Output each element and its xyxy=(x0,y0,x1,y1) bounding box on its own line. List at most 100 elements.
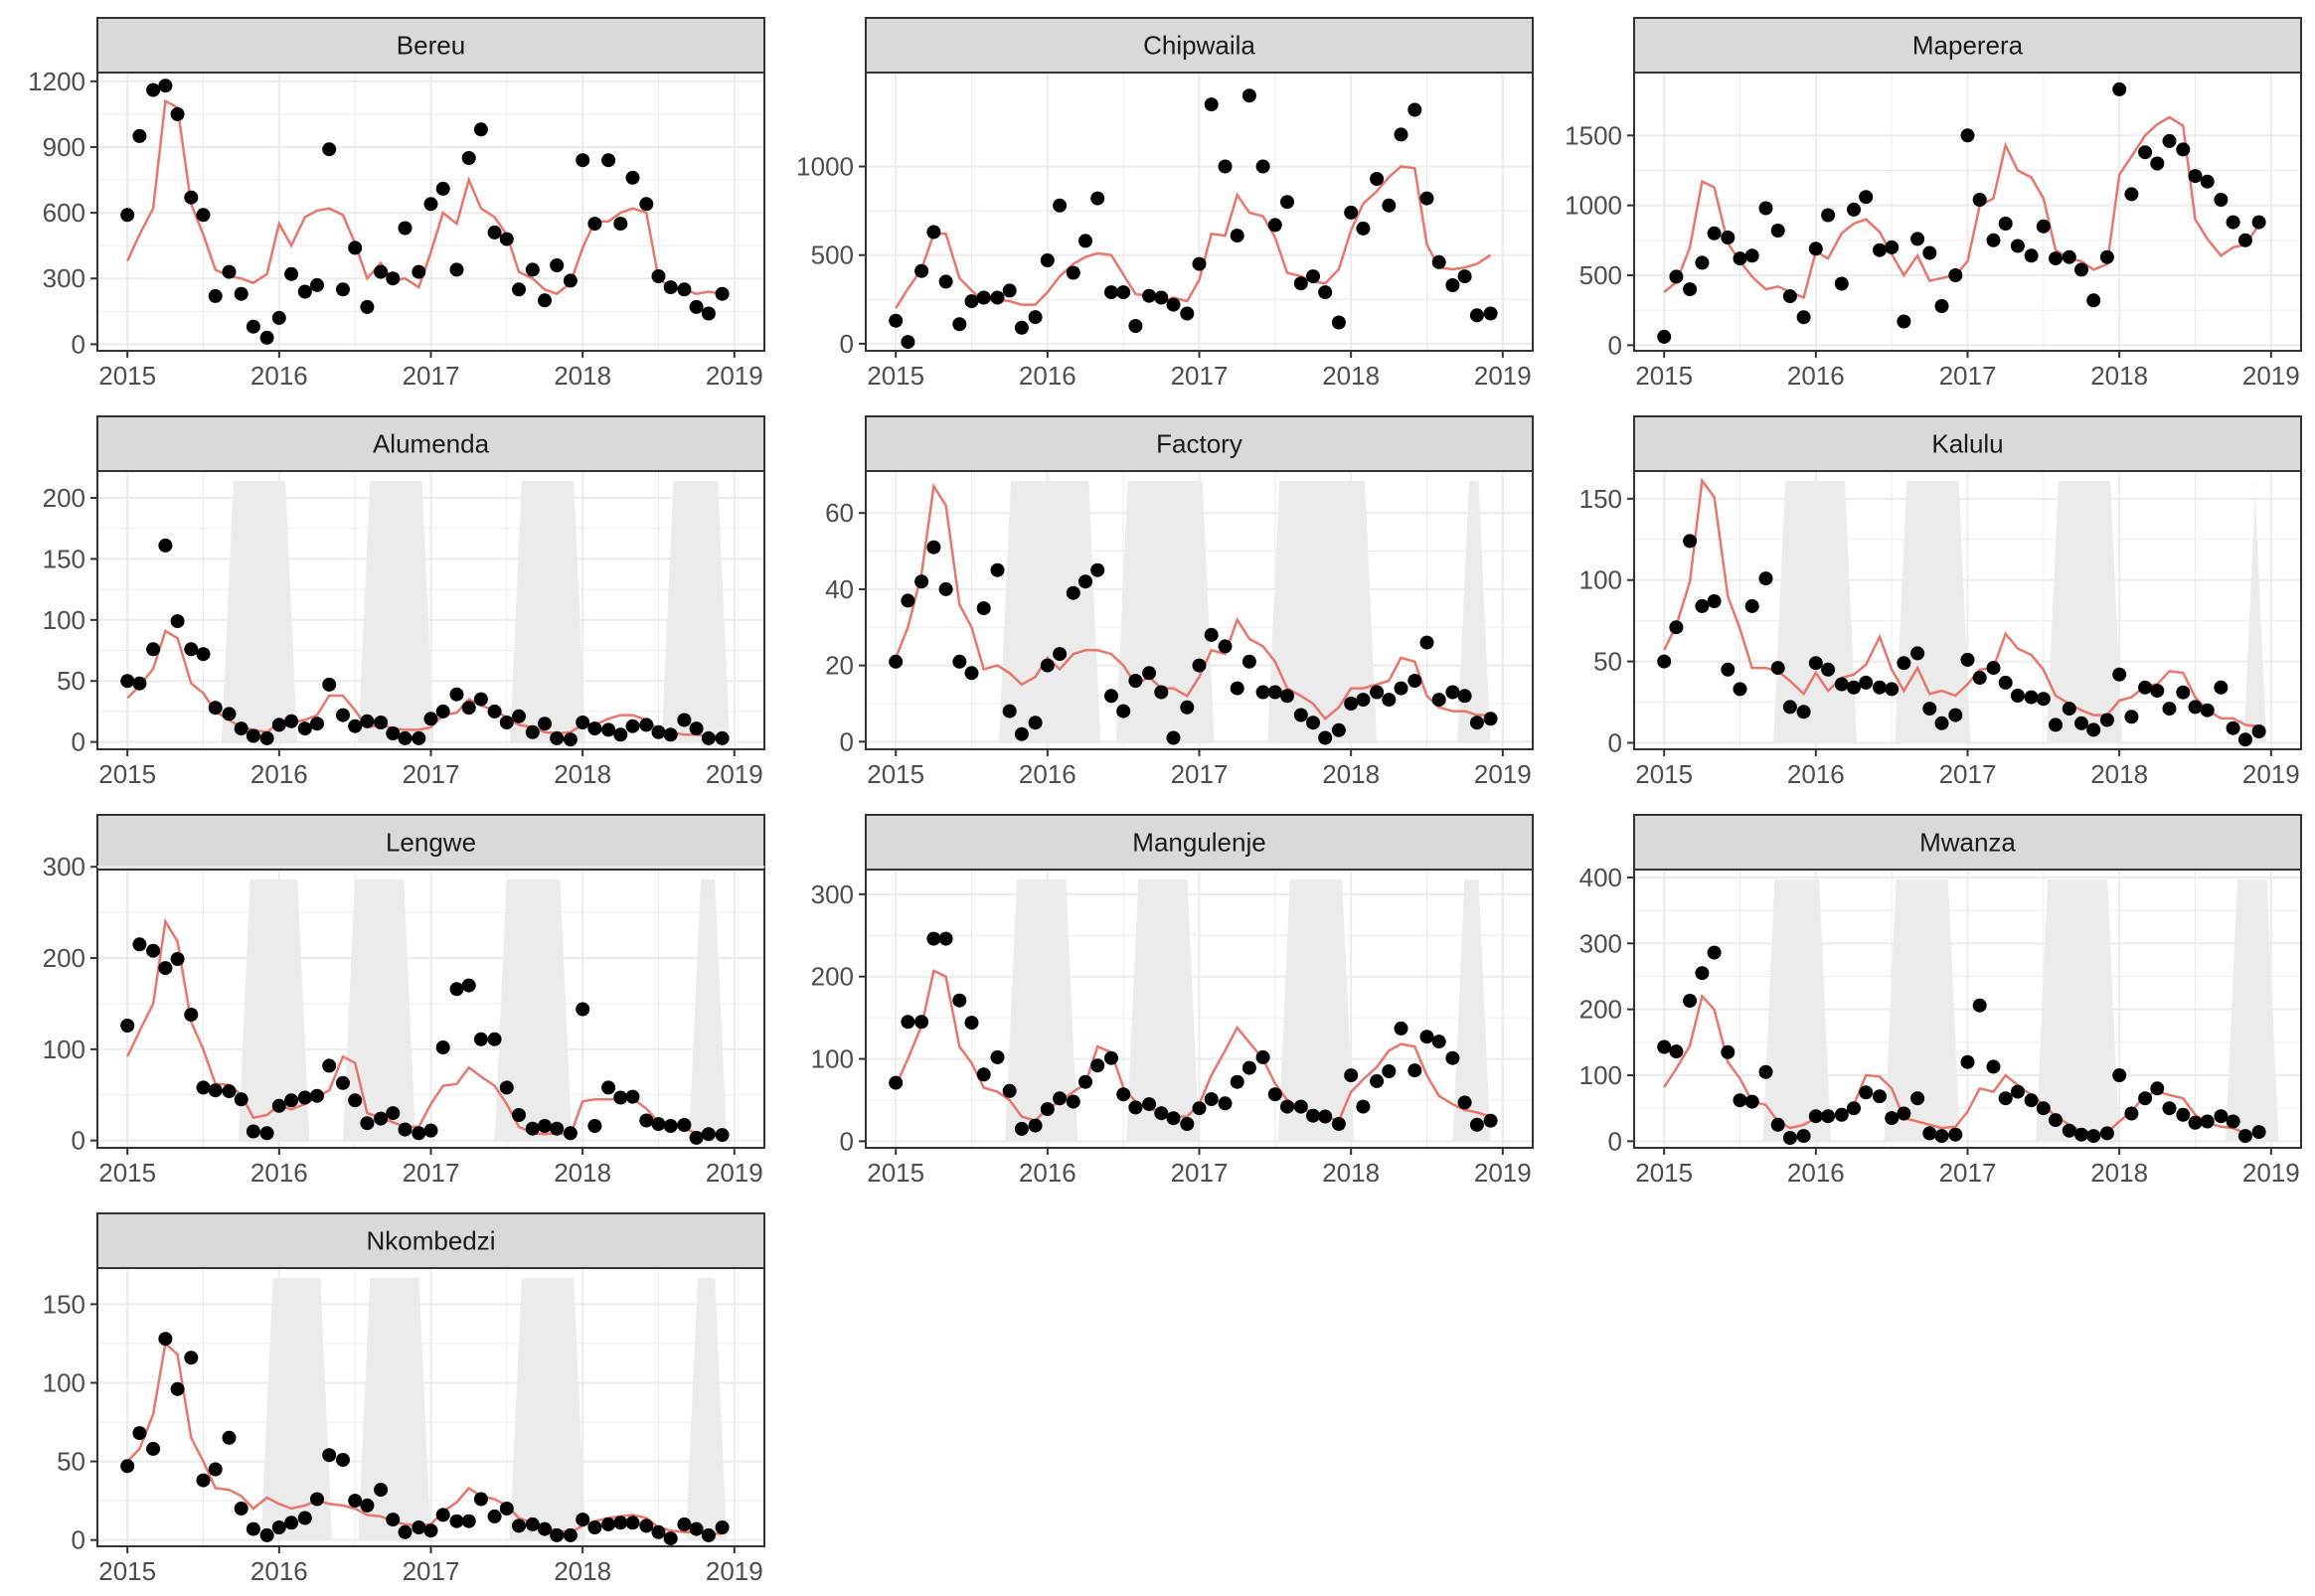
data-point xyxy=(132,1426,147,1441)
data-point xyxy=(1394,1021,1408,1036)
data-point xyxy=(435,704,450,718)
data-point xyxy=(132,676,147,691)
data-point xyxy=(374,1111,389,1126)
data-point xyxy=(677,1516,692,1531)
y-tick-label: 300 xyxy=(43,263,85,293)
data-point xyxy=(938,274,953,289)
x-tick-label: 2015 xyxy=(867,1158,924,1188)
x-tick-label: 2016 xyxy=(250,1556,308,1586)
data-point xyxy=(2074,262,2088,277)
data-point xyxy=(1707,594,1722,608)
data-point xyxy=(1821,208,1836,223)
data-point xyxy=(1356,693,1371,708)
facet-strip xyxy=(865,814,1534,871)
facet-strip xyxy=(96,814,765,871)
x-tick-label: 2016 xyxy=(1019,361,1076,391)
data-point xyxy=(1859,190,1874,205)
facet-strip xyxy=(96,17,765,74)
data-point xyxy=(601,1516,616,1531)
data-point xyxy=(222,1430,237,1445)
data-point xyxy=(663,727,678,742)
facet-title: Bereu xyxy=(397,31,465,61)
x-tick-label: 2017 xyxy=(1939,1158,1997,1188)
data-point xyxy=(525,1516,540,1531)
data-point xyxy=(297,1511,312,1525)
data-point xyxy=(587,217,602,232)
data-point xyxy=(1280,1099,1294,1114)
x-tick-label: 2019 xyxy=(706,759,763,789)
data-point xyxy=(322,1448,337,1463)
data-point xyxy=(601,1080,616,1095)
data-point xyxy=(374,716,389,729)
data-point xyxy=(473,122,488,137)
data-point xyxy=(651,269,666,283)
data-point xyxy=(246,1124,260,1139)
data-point xyxy=(1922,702,1937,717)
data-point xyxy=(449,262,464,277)
data-point xyxy=(601,722,616,737)
data-point xyxy=(563,273,578,288)
data-point xyxy=(1053,647,1068,662)
x-tick-label: 2018 xyxy=(1322,759,1380,789)
data-point xyxy=(1090,191,1105,206)
data-point xyxy=(1948,708,1963,722)
data-point xyxy=(1758,571,1773,586)
y-tick-label: 40 xyxy=(825,574,854,604)
data-point xyxy=(1078,574,1092,589)
y-tick-label: 0 xyxy=(840,329,854,359)
y-tick-label: 50 xyxy=(1593,647,1622,677)
data-point xyxy=(1847,680,1861,695)
data-point xyxy=(449,1514,464,1528)
data-point xyxy=(412,1126,426,1141)
data-point xyxy=(689,1521,704,1536)
data-point xyxy=(1419,191,1434,206)
data-point xyxy=(1782,289,1797,304)
data-point xyxy=(2024,690,2039,705)
data-point xyxy=(1483,712,1498,726)
data-point xyxy=(1483,1113,1498,1128)
x-tick-label: 2017 xyxy=(1939,361,1997,391)
data-point xyxy=(2086,293,2101,308)
data-point xyxy=(360,714,375,728)
data-point xyxy=(1116,285,1131,300)
facet-panel: Factory 2015 2016 2017 2018 2019 0 20 40 60 xyxy=(825,415,1534,789)
data-point xyxy=(538,1119,552,1133)
data-point xyxy=(1808,1109,1823,1124)
facet-title: Nkombedzi xyxy=(366,1226,495,1256)
data-point xyxy=(473,1492,488,1507)
data-point xyxy=(1002,1083,1017,1098)
data-point xyxy=(196,208,211,223)
y-tick-label: 0 xyxy=(72,727,85,757)
data-point xyxy=(1934,299,1949,313)
data-point xyxy=(398,221,413,236)
data-point xyxy=(1407,102,1422,117)
x-tick-label: 2018 xyxy=(554,759,611,789)
data-point xyxy=(639,197,654,212)
data-point xyxy=(1318,730,1333,745)
data-point xyxy=(2150,1081,2165,1096)
data-point xyxy=(1255,159,1270,174)
data-point xyxy=(512,282,526,297)
data-point xyxy=(259,1527,274,1542)
data-point xyxy=(184,1351,199,1365)
y-tick-label: 1000 xyxy=(796,152,854,182)
shaded-season xyxy=(998,481,1101,743)
data-point xyxy=(926,225,941,239)
data-point xyxy=(423,1123,438,1138)
data-point xyxy=(1370,685,1385,700)
data-point xyxy=(487,225,502,239)
data-point xyxy=(348,1093,363,1108)
shaded-season xyxy=(1277,879,1355,1142)
data-point xyxy=(1873,680,1887,695)
data-point xyxy=(120,208,135,223)
data-point xyxy=(1180,700,1195,715)
data-point xyxy=(158,79,173,93)
data-point xyxy=(1192,256,1207,271)
data-point xyxy=(563,1126,578,1141)
data-point xyxy=(1897,314,1911,329)
data-point xyxy=(1116,704,1131,718)
data-point xyxy=(1948,1127,1963,1142)
data-point xyxy=(1204,627,1219,642)
data-point xyxy=(1972,193,1987,207)
x-tick-label: 2015 xyxy=(1635,1158,1693,1188)
